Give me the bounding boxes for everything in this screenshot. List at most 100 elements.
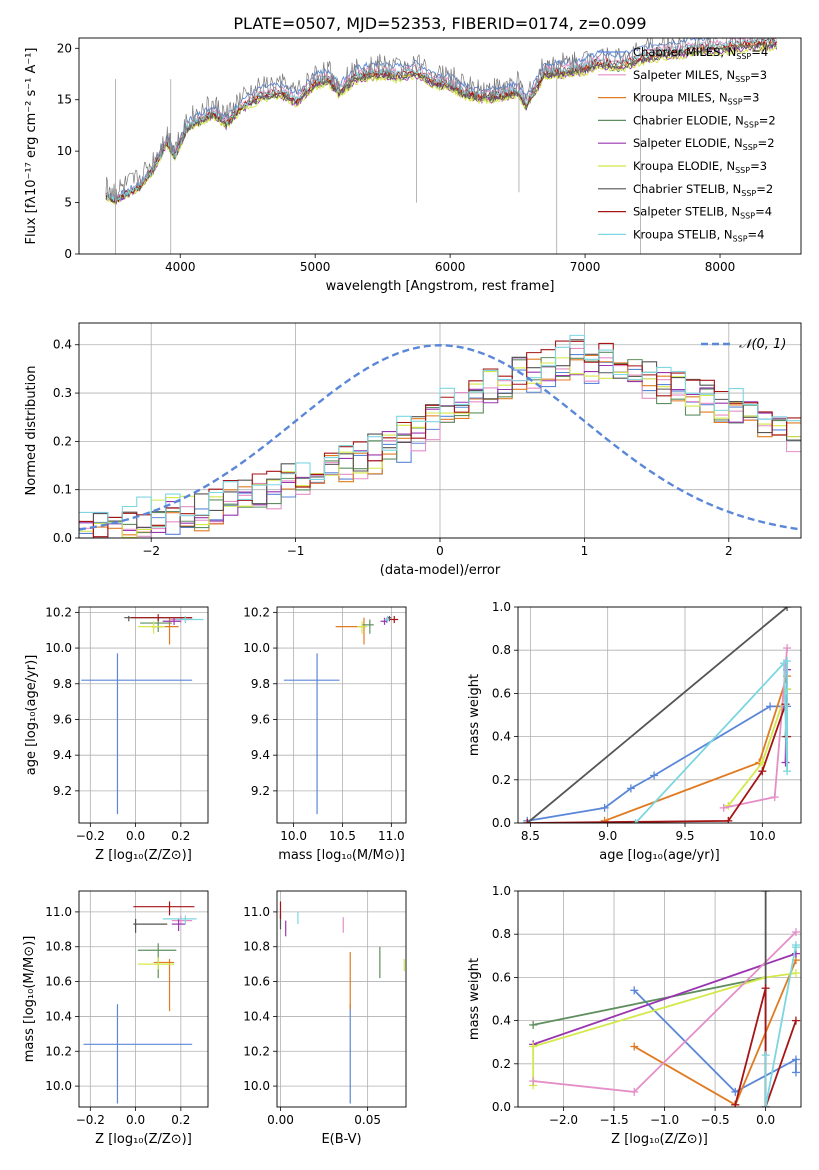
y-axis-label: mass weight [467, 958, 482, 1040]
mass-weight-series [527, 703, 788, 823]
age_vs_mass-plot-area [283, 615, 399, 815]
x-tick-label: 9.0 [598, 829, 617, 843]
mass-weight-series [734, 987, 797, 1107]
y-tick-label: 11.0 [45, 905, 72, 919]
y-tick-label: 0.2 [492, 773, 511, 787]
y-tick-label: 9.4 [53, 748, 72, 762]
y-tick-label: 0 [64, 247, 72, 261]
y-tick-label: 9.2 [251, 784, 270, 798]
mass_vs_ebv-axes: 0.00 0.05 10.0 10.2 10.4 10.6 10.8 11.0 E(B-V) [243, 891, 406, 1147]
legend-value: =2 [758, 136, 775, 150]
age_vs_Z-axes: −0.2 0.0 0.2 9.2 9.4 9.6 9.8 10.0 10.2 Z [log₁₀(Z… [24, 605, 208, 863]
y-tick-label: 10.0 [243, 641, 270, 655]
y-tick-label: 0.0 [53, 531, 72, 545]
mass-weight-series [604, 675, 788, 822]
y-tick-label: 11.0 [243, 905, 270, 919]
y-tick-label: 9.6 [53, 712, 72, 726]
x-tick-label: 0 [436, 544, 444, 558]
x-tick-label: −0.2 [76, 829, 105, 843]
legend-value: =4 [748, 227, 765, 241]
y-tick-label: 1.0 [492, 884, 511, 898]
y-tick-label: 10.4 [243, 1009, 270, 1023]
x-tick-label: 9.5 [675, 829, 694, 843]
legend-label: Kroupa STELIB, NSSP=4 [633, 227, 764, 243]
mass-weight-series [532, 972, 797, 1086]
legend-value: =4 [755, 205, 772, 219]
residual-histogram [79, 354, 801, 538]
y-tick-label: 0.0 [492, 816, 511, 830]
x-tick-label: 0.00 [267, 1113, 294, 1127]
mass_weight_vs_age-frame [517, 606, 802, 824]
age_vs_Z-plot-area [81, 614, 204, 815]
legend-value: =2 [756, 182, 773, 196]
y-tick-label: 0.2 [492, 1057, 511, 1071]
legend-subscript: SSP [744, 120, 759, 129]
x-axis-label: Z [log₁₀(Z/Z⊙)] [611, 1132, 708, 1147]
y-tick-label: 0.4 [492, 1014, 511, 1028]
x-tick-label: 0.0 [126, 829, 145, 843]
y-tick-label: 9.6 [251, 712, 270, 726]
x-tick-label: −1.5 [599, 1113, 628, 1127]
figure-title: PLATE=0507, MJD=52353, FIBERID=0174, z=0… [233, 14, 646, 33]
residuals-frame [78, 322, 802, 539]
y-tick-label: 10.2 [243, 1044, 270, 1058]
legend-label: Kroupa ELODIE, NSSP=3 [633, 159, 767, 175]
y-tick-label: 9.2 [53, 784, 72, 798]
mass_weight_vs_Z-frame [517, 890, 802, 1108]
y-axis-label: Normed distribution [24, 366, 39, 496]
legend-subscript: SSP [736, 52, 751, 61]
y-tick-label: 10.6 [45, 975, 72, 989]
residual-histogram [79, 334, 801, 528]
legend-label: 𝒩(0, 1) [739, 337, 786, 352]
x-tick-label: −0.2 [76, 1113, 105, 1127]
legend-label: Salpeter MILES, NSSP=3 [633, 68, 767, 84]
spectrum-plot-area [105, 38, 778, 254]
x-tick-label: 0.0 [126, 1113, 145, 1127]
x-tick-label: 8.5 [521, 829, 540, 843]
x-tick-label: −2.0 [549, 1113, 578, 1127]
y-tick-label: 10.6 [243, 975, 270, 989]
mass-weight-series [532, 952, 797, 1046]
y-tick-label: 0.8 [492, 643, 511, 657]
y-tick-label: 0.4 [492, 730, 511, 744]
x-tick-label: −1.0 [650, 1113, 679, 1127]
gaussian-curve [79, 344, 801, 531]
age_vs_Z-frame [78, 606, 209, 824]
spectrum-frame [78, 37, 802, 255]
age_vs_mass-axes: 10.0 10.5 11.0 9.2 9.4 9.6 9.8 10.0 10.2 mass [lo… [243, 605, 406, 863]
y-tick-label: 0.0 [492, 1100, 511, 1114]
y-tick-label: 9.8 [251, 677, 270, 691]
legend-value: =3 [750, 159, 767, 173]
x-tick-label: 2 [725, 544, 733, 558]
mass_vs_ebv-plot-area [279, 901, 405, 1104]
y-tick-label: 10.0 [45, 1079, 72, 1093]
x-axis-label: mass [log₁₀(M/M⊙)] [278, 848, 405, 863]
legend-label: Salpeter ELODIE, NSSP=2 [633, 136, 775, 152]
legend-label: Salpeter STELIB, NSSP=4 [633, 205, 772, 221]
x-axis-label: age [log₁₀(age/yr)] [599, 848, 720, 863]
y-tick-label: 15 [57, 93, 72, 107]
x-tick-label: −2 [142, 544, 160, 558]
y-tick-label: 10.2 [45, 605, 72, 619]
y-axis-label: mass [log₁₀(M/M⊙)] [22, 936, 37, 1063]
spectrum-legend: Chabrier MILES, NSSP=4 Salpeter MILES, NS… [598, 45, 776, 243]
legend-subscript: SSP [741, 189, 756, 198]
y-tick-label: 10.0 [243, 1079, 270, 1093]
x-tick-label: 8000 [705, 260, 736, 274]
y-tick-label: 10.0 [45, 641, 72, 655]
y-tick-label: 10.8 [243, 940, 270, 954]
y-tick-label: 0.2 [53, 434, 72, 448]
y-axis-label: mass weight [467, 674, 482, 756]
x-tick-label: 0.2 [171, 829, 190, 843]
x-axis-label: Z [log₁₀(Z/Z⊙)] [95, 848, 192, 863]
y-tick-label: 0.6 [492, 686, 511, 700]
y-axis-label: age [log₁₀(age/yr)] [24, 655, 39, 776]
mass_weight_vs_Z-axes: −2.0 −1.5 −1.0 −0.5 0.0 0.0 0.2 0.4 0.6 0.8 1.0 Z [… [467, 884, 801, 1147]
mass_vs_ebv-frame [276, 890, 407, 1108]
legend-subscript: SSP [743, 143, 758, 152]
y-tick-label: 0.3 [53, 386, 72, 400]
mass-weight-series [526, 607, 788, 823]
x-tick-label: 10.0 [280, 829, 307, 843]
residuals-plot-area [79, 334, 801, 538]
